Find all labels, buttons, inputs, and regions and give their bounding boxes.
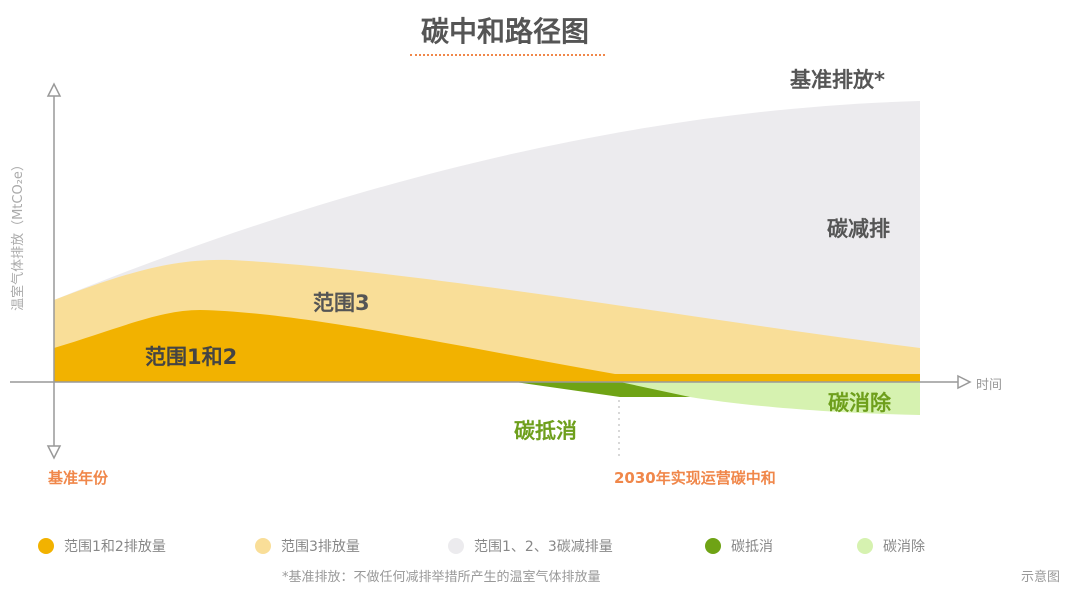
legend-scope12: 范围1和2排放量 xyxy=(38,536,166,556)
reduction-label: 碳减排 xyxy=(827,217,890,241)
title-underline xyxy=(410,54,605,56)
scope12-label: 范围1和2 xyxy=(145,345,238,369)
legend-swatch xyxy=(38,538,54,554)
legend-label: 范围1和2排放量 xyxy=(64,539,166,555)
legend-scope3: 范围3排放量 xyxy=(255,536,360,556)
scope3-label: 范围3 xyxy=(313,291,370,315)
y-axis-arrow-down-icon xyxy=(46,445,62,460)
legend-swatch xyxy=(857,538,873,554)
legend-swatch xyxy=(255,538,271,554)
legend-offset: 碳抵消 xyxy=(705,536,773,556)
footnote: *基准排放：不做任何减排举措所产生的温室气体排放量 xyxy=(282,570,601,585)
legend-label: 范围3排放量 xyxy=(281,539,360,555)
baseline-label: 基准排放* xyxy=(790,68,885,92)
removal-label: 碳消除 xyxy=(828,391,891,415)
offset-area xyxy=(515,382,690,397)
y-axis-label: 温室气体排放（MtCO₂e） xyxy=(10,158,26,311)
legend-swatch xyxy=(448,538,464,554)
legend-swatch xyxy=(705,538,721,554)
legend-label: 范围1、2、3碳减排量 xyxy=(474,539,613,555)
removal-area xyxy=(620,382,920,415)
x-axis-label: 时间 xyxy=(976,378,1003,393)
milestone-label: 2030年实现运营碳中和 xyxy=(614,469,776,487)
y-axis-arrow-up-icon xyxy=(46,82,62,97)
x-axis-arrow-icon xyxy=(957,374,972,390)
chart-title: 碳中和路径图 xyxy=(420,15,589,48)
legend-reduction: 范围1、2、3碳减排量 xyxy=(448,536,613,556)
legend-removal: 碳消除 xyxy=(857,536,925,556)
offset-label: 碳抵消 xyxy=(514,419,577,443)
base-year-label: 基准年份 xyxy=(48,469,109,487)
legend-label: 碳消除 xyxy=(883,539,925,555)
schematic-note: 示意图 xyxy=(1021,570,1061,585)
legend-label: 碳抵消 xyxy=(731,539,773,555)
scope12-area xyxy=(54,310,920,382)
